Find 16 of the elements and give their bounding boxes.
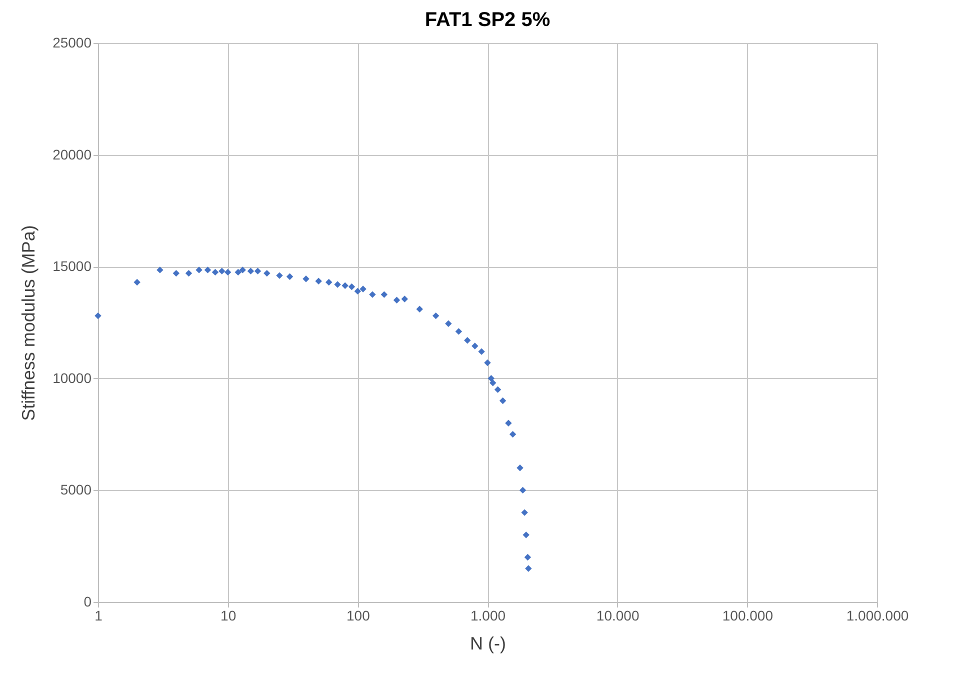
x-tick-label: 1.000.000 [846, 608, 909, 624]
y-axis-title: Stiffness modulus (MPa) [18, 225, 39, 421]
x-tick-label: 100.000 [722, 608, 774, 624]
y-tick-label: 5000 [60, 482, 92, 498]
y-tick-label: 10000 [52, 370, 92, 386]
y-tick-label: 25000 [52, 34, 92, 50]
x-axis-title: N (-) [470, 634, 506, 654]
x-tick-label: 10 [220, 608, 236, 624]
chart-title: FAT1 SP2 5% [424, 9, 550, 31]
y-tick-label: 20000 [52, 146, 92, 162]
y-tick-label: 15000 [52, 258, 92, 274]
x-tick-label: 1.000 [470, 608, 506, 624]
x-tick-label: 100 [346, 608, 370, 624]
y-tick-label: 0 [84, 594, 92, 610]
x-tick-label: 10.000 [596, 608, 640, 624]
x-tick-label: 1 [94, 608, 103, 624]
